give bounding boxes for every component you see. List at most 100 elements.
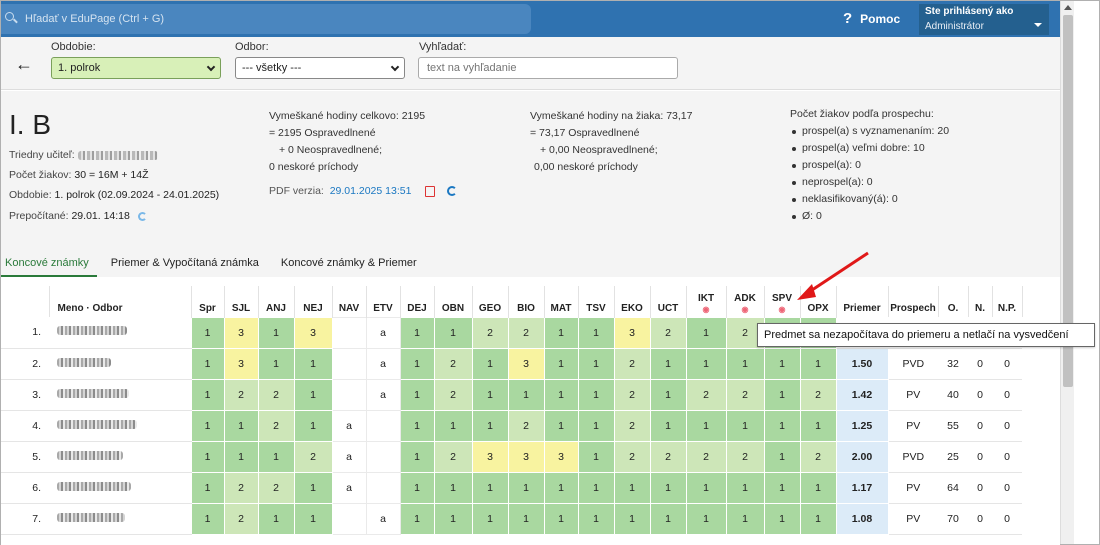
grade-cell-tsv[interactable]: 1 — [577, 378, 615, 411]
table-row[interactable]: 6. 1 2 2 1 a 1 1 1 1 1 1 1 1 1 1 1 1 1.17 PV 64 0 0 — [1, 471, 1022, 504]
grade-cell-etv[interactable]: a — [365, 502, 401, 535]
grade-cell-spv[interactable]: 1 — [763, 440, 801, 473]
grade-cell-anj[interactable]: 1 — [257, 316, 295, 349]
grade-cell-dej[interactable]: 1 — [399, 502, 435, 535]
header-subject-spr[interactable]: Spr — [191, 286, 225, 317]
grade-cell-opx[interactable]: 1 — [799, 409, 837, 442]
grade-cell-sjl[interactable]: 3 — [223, 347, 259, 380]
grade-cell-ikt[interactable]: 1 — [685, 502, 727, 535]
header-subject-ikt[interactable]: IKT ◉ — [686, 286, 727, 317]
grade-cell-spv[interactable]: 1 — [763, 347, 801, 380]
grade-cell-opx[interactable]: 1 — [799, 347, 837, 380]
grade-cell-anj[interactable]: 1 — [257, 347, 295, 380]
grade-cell-mat[interactable]: 3 — [543, 440, 579, 473]
grade-cell-geo[interactable]: 1 — [471, 347, 509, 380]
grade-cell-obn[interactable]: 1 — [433, 409, 473, 442]
header-subject-bio[interactable]: BIO — [508, 286, 545, 317]
grade-cell-nav[interactable]: a — [331, 440, 367, 473]
grade-cell-etv[interactable] — [365, 409, 401, 442]
grade-cell-adk[interactable]: 2 — [725, 378, 765, 411]
table-row[interactable]: 3. 1 2 2 1 a 1 2 1 1 1 1 2 1 2 2 1 2 1.42 PV 40 0 0 — [1, 378, 1022, 411]
help-button[interactable]: ? Pomoc — [843, 10, 900, 27]
grade-cell-anj[interactable]: 2 — [257, 409, 295, 442]
tab-average-calculated[interactable]: Priemer & Vypočítaná známka — [110, 257, 259, 269]
header-n[interactable]: N. — [968, 286, 993, 317]
grade-cell-mat[interactable]: 1 — [543, 378, 579, 411]
grade-cell-tsv[interactable]: 1 — [577, 471, 615, 504]
table-row[interactable]: 7. 1 2 1 1 a 1 1 1 1 1 1 1 1 1 1 1 1 1.08 PV 70 0 0 — [1, 502, 1022, 535]
grade-cell-tsv[interactable]: 1 — [577, 409, 615, 442]
grade-cell-bio[interactable]: 2 — [507, 316, 545, 349]
grade-cell-tsv[interactable]: 1 — [577, 440, 615, 473]
header-prospech[interactable]: Prospech — [888, 286, 939, 317]
header-subject-sjl[interactable]: SJL — [224, 286, 259, 317]
grade-cell-tsv[interactable]: 1 — [577, 316, 615, 349]
grade-cell-geo[interactable]: 1 — [471, 502, 509, 535]
grade-cell-uct[interactable]: 1 — [649, 378, 687, 411]
header-subject-opx[interactable]: OPX — [800, 286, 837, 317]
grade-cell-ikt[interactable]: 2 — [685, 440, 727, 473]
grade-cell-mat[interactable]: 1 — [543, 316, 579, 349]
grade-cell-geo[interactable]: 2 — [471, 316, 509, 349]
grade-cell-ikt[interactable]: 1 — [685, 316, 727, 349]
header-subject-obn[interactable]: OBN — [434, 286, 473, 317]
grade-cell-obn[interactable]: 2 — [433, 378, 473, 411]
period-select[interactable]: 1. polrok — [51, 57, 221, 79]
grade-cell-mat[interactable]: 1 — [543, 502, 579, 535]
grade-cell-eko[interactable]: 2 — [613, 440, 651, 473]
header-subject-adk[interactable]: ADK ◉ — [726, 286, 765, 317]
tab-final-and-average[interactable]: Koncové známky & Priemer — [280, 257, 417, 269]
grade-cell-tsv[interactable]: 1 — [577, 347, 615, 380]
grade-cell-etv[interactable]: a — [365, 378, 401, 411]
header-subject-tsv[interactable]: TSV — [578, 286, 615, 317]
grade-cell-uct[interactable]: 2 — [649, 316, 687, 349]
vertical-scrollbar[interactable] — [1060, 1, 1074, 544]
grade-cell-anj[interactable]: 1 — [257, 502, 295, 535]
grade-cell-bio[interactable]: 3 — [507, 347, 545, 380]
refresh-icon[interactable] — [447, 186, 458, 197]
grade-cell-obn[interactable]: 2 — [433, 347, 473, 380]
student-name-redacted[interactable] — [49, 503, 191, 535]
eye-hidden-icon[interactable]: ◉ — [741, 304, 749, 314]
grade-cell-opx[interactable]: 2 — [799, 378, 837, 411]
grade-cell-uct[interactable]: 1 — [649, 347, 687, 380]
grade-cell-sjl[interactable]: 1 — [223, 440, 259, 473]
grade-cell-geo[interactable]: 1 — [471, 409, 509, 442]
filter-search-input[interactable] — [418, 57, 678, 79]
grade-cell-sjl[interactable]: 2 — [223, 502, 259, 535]
grade-cell-adk[interactable]: 1 — [725, 347, 765, 380]
grade-cell-tsv[interactable]: 1 — [577, 502, 615, 535]
grade-cell-eko[interactable]: 2 — [613, 347, 651, 380]
grade-cell-nav[interactable]: a — [331, 471, 367, 504]
grade-cell-nej[interactable]: 1 — [293, 347, 333, 380]
header-subject-eko[interactable]: EKO — [614, 286, 651, 317]
grade-cell-spv[interactable]: 1 — [763, 378, 801, 411]
grade-cell-dej[interactable]: 1 — [399, 316, 435, 349]
header-subject-dej[interactable]: DEJ — [400, 286, 435, 317]
grade-cell-spr[interactable]: 1 — [190, 502, 225, 535]
grade-cell-etv[interactable] — [365, 440, 401, 473]
grade-cell-sjl[interactable]: 2 — [223, 378, 259, 411]
grade-cell-nav[interactable] — [331, 347, 367, 380]
header-subject-nej[interactable]: NEJ — [294, 286, 333, 317]
grade-cell-eko[interactable]: 1 — [613, 502, 651, 535]
scroll-up-arrow-icon[interactable] — [1064, 5, 1072, 10]
tab-final-grades[interactable]: Koncové známky — [1, 250, 97, 277]
pdf-icon[interactable] — [425, 185, 436, 197]
student-name-redacted[interactable] — [49, 441, 191, 473]
header-subject-etv[interactable]: ETV — [366, 286, 401, 317]
grade-cell-geo[interactable]: 1 — [471, 471, 509, 504]
branch-select[interactable]: --- všetky --- — [235, 57, 405, 79]
grade-cell-uct[interactable]: 1 — [649, 502, 687, 535]
grade-cell-bio[interactable]: 3 — [507, 440, 545, 473]
header-subject-geo[interactable]: GEO — [472, 286, 509, 317]
header-subject-uct[interactable]: UCT — [650, 286, 687, 317]
grade-cell-ikt[interactable]: 1 — [685, 347, 727, 380]
grade-cell-ikt[interactable]: 1 — [685, 409, 727, 442]
grade-cell-spr[interactable]: 1 — [190, 347, 225, 380]
grade-cell-obn[interactable]: 1 — [433, 471, 473, 504]
grade-cell-uct[interactable]: 1 — [649, 409, 687, 442]
grade-cell-spr[interactable]: 1 — [190, 378, 225, 411]
grade-cell-obn[interactable]: 1 — [433, 316, 473, 349]
header-subject-spv[interactable]: SPV ◉ — [764, 286, 801, 317]
